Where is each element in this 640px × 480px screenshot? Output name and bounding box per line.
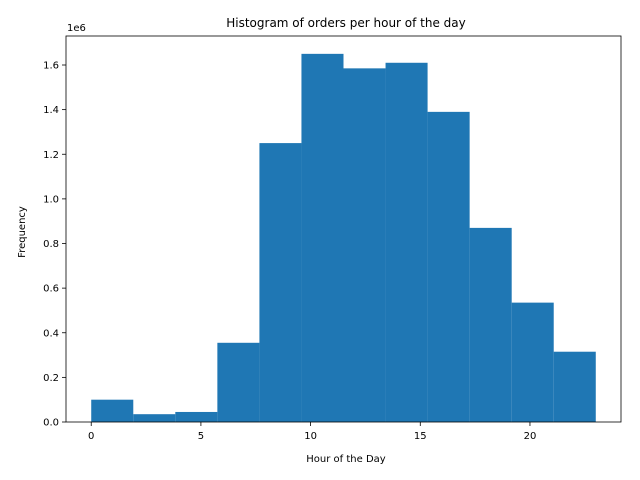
histogram-bar xyxy=(91,399,134,422)
x-tick-label: 0 xyxy=(88,431,94,442)
y-tick-label: 0.0 xyxy=(43,418,59,429)
x-tick-label: 10 xyxy=(304,431,317,442)
histogram-bar xyxy=(511,302,554,422)
y-tick-label: 0.4 xyxy=(43,328,59,339)
x-axis-title: Hour of the Day xyxy=(306,454,386,465)
plot-frame xyxy=(65,35,622,423)
y-axis-offset-label: 1e6 xyxy=(67,23,86,34)
y-axis-title: Frequency xyxy=(17,206,28,258)
y-tick-label: 1.6 xyxy=(43,61,59,72)
y-tick-label: 0.6 xyxy=(43,284,59,295)
x-tick-label: 5 xyxy=(198,431,204,442)
histogram-bar xyxy=(133,414,176,422)
y-tick-label: 1.2 xyxy=(43,150,59,161)
histogram-bar xyxy=(217,342,260,422)
histogram-bar xyxy=(385,62,428,422)
y-tick-label: 1.0 xyxy=(43,194,59,205)
histogram-bar xyxy=(259,143,302,422)
histogram-bar xyxy=(343,68,386,422)
x-tick-label: 20 xyxy=(524,431,537,442)
y-axis-ticks: 0.0 0.2 0.4 0.6 0.8 1.0 1.2 1.4 1.6 xyxy=(43,61,66,429)
histogram-bar xyxy=(175,411,218,422)
y-tick-label: 1.4 xyxy=(43,105,59,116)
histogram-bar xyxy=(553,351,596,422)
bars-group xyxy=(91,53,596,423)
x-tick-label: 15 xyxy=(414,431,427,442)
histogram-bar xyxy=(469,227,512,422)
histogram-bar xyxy=(301,53,344,423)
y-tick-label: 0.8 xyxy=(43,239,59,250)
histogram-bar xyxy=(427,111,470,423)
chart-title: Histogram of orders per hour of the day xyxy=(226,16,466,30)
y-tick-label: 0.2 xyxy=(43,373,59,384)
x-axis-ticks: 0 5 10 15 20 xyxy=(88,422,536,442)
